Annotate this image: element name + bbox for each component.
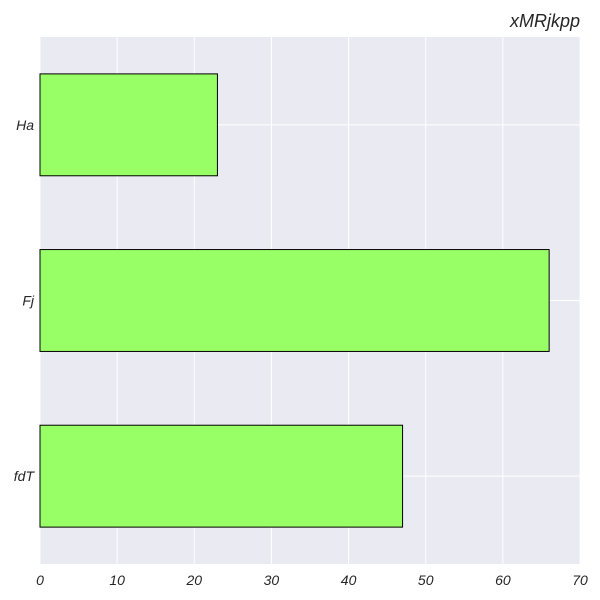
x-tick-label: 70 [572,572,588,588]
y-tick-label: Fj [22,293,35,309]
y-tick-label: fdT [14,468,36,484]
x-tick-label: 60 [495,572,511,588]
bars [39,73,550,528]
x-tick-label: 50 [418,572,434,588]
x-tick-labels: 0 10 20 30 40 50 60 70 [36,572,588,588]
x-tick-label: 40 [341,572,357,588]
y-tick-labels: Ha Fj fdT [14,117,36,484]
x-tick-label: 30 [264,572,280,588]
y-tick-label: Ha [16,117,34,133]
bar-fdT [39,424,404,528]
x-tick-label: 10 [109,572,125,588]
x-tick-label: 0 [36,572,44,588]
x-tick-label: 20 [185,572,202,588]
bar-Fj [39,249,550,352]
bar-Ha [39,73,218,177]
chart-title: xMRjkpp [509,11,580,31]
